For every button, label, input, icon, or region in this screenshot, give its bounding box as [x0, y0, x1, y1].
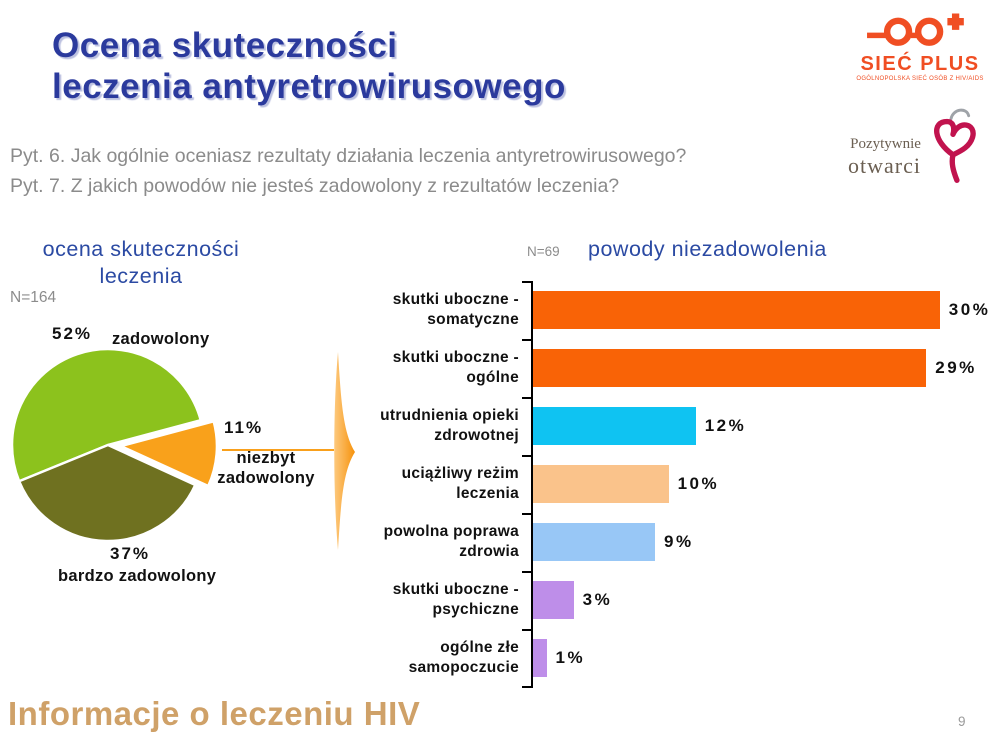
bar-value-label: 12%	[704, 416, 747, 435]
category-label: powolna poprawa zdrowia	[383, 522, 519, 560]
category-label: skutki uboczne - somatyczne	[392, 290, 519, 328]
pie-label-bardzo: bardzo zadowolony	[58, 567, 217, 585]
pie-slice	[119, 419, 219, 488]
heart-ribbon-icon	[934, 108, 976, 183]
bar-chart-title: powody niezadowolenia	[588, 237, 827, 261]
bar-samopoczucie	[533, 639, 547, 677]
bar-rezim	[533, 465, 669, 503]
category-label: skutki uboczne - ogólne	[392, 348, 519, 386]
siec-plus-name: SIEĆ PLUS	[860, 53, 980, 75]
bar-value-label: 9%	[664, 532, 694, 551]
bar-value-label: 1%	[555, 648, 586, 667]
bar-sample-size: N=69	[527, 244, 560, 259]
bar-row: skutki uboczne - somatyczne 30%	[338, 281, 993, 339]
axis-tick	[522, 339, 531, 341]
connector-arrow-icon	[334, 352, 355, 550]
pie-value-bardzo: 37%	[110, 544, 151, 563]
glasses-plus-icon	[867, 13, 964, 46]
pie-value-zadowolony: 52%	[52, 324, 93, 343]
pie-title-line1: ocena skuteczności	[42, 237, 240, 261]
footer-section-title: Informacje o leczeniu HIV	[8, 695, 421, 732]
axis-tick	[522, 513, 531, 515]
question-7: Pyt. 7. Z jakich powodów nie jesteś zado…	[10, 175, 620, 198]
bar-row: ogólne złe samopoczucie 1%	[338, 629, 993, 687]
pie-slice	[17, 443, 197, 543]
bar-ogolne	[533, 349, 927, 387]
axis-tick	[522, 571, 531, 573]
pie-slice	[10, 347, 202, 483]
bar-somatyczne	[533, 291, 940, 329]
pie-label-niezbyt-line2: zadowolony	[217, 468, 315, 487]
page-title-line1: Ocena skuteczności	[52, 26, 398, 65]
axis-tick	[522, 455, 531, 457]
pozytywnie-otwarci-text: Pozytywnie otwarci	[848, 136, 921, 179]
pozytywnie-otwarci-logo: Pozytywnie otwarci	[848, 104, 985, 192]
bar-utrudnienia	[533, 407, 696, 445]
bar-value-label: 29%	[935, 358, 977, 377]
siec-plus-caption: OGÓLNOPOLSKA SIEĆ OSÓB Z HIV/AIDS	[856, 76, 984, 82]
axis-tick	[522, 397, 531, 399]
satisfaction-pie-svg	[10, 347, 219, 543]
reasons-bar-chart: skutki uboczne - somatyczne 30% skutki ub…	[338, 281, 993, 688]
axis-tick	[522, 629, 531, 631]
bar-row: uciążliwy reżim leczenia 10%	[338, 455, 993, 513]
category-label: skutki uboczne - psychiczne	[392, 580, 519, 618]
y-axis-line	[531, 281, 533, 688]
page-title: Ocena skuteczności leczenia antyretrowir…	[52, 26, 566, 108]
pie-title-line2: leczenia	[99, 263, 183, 288]
pozytywnie-line2: otwarci	[848, 152, 921, 178]
pie-value-niezbyt: 11%	[224, 418, 264, 437]
bar-value-label: 30%	[948, 300, 991, 319]
category-label: uciążliwy reżim leczenia	[401, 464, 519, 502]
bar-row: powolna poprawa zdrowia 9%	[338, 513, 993, 571]
page-number: 9	[958, 714, 966, 729]
pie-label-zadowolony: zadowolony	[112, 330, 210, 348]
bar-row: utrudnienia opieki zdrowotnej 12%	[338, 397, 993, 455]
category-label: ogólne złe samopoczucie	[408, 638, 519, 676]
siec-plus-logo: SIEĆ PLUS OGÓLNOPOLSKA SIEĆ OSÓB Z HIV/A…	[856, 8, 984, 82]
bar-value-label: 3%	[582, 590, 613, 609]
pozytywnie-line1: Pozytywnie	[850, 135, 921, 152]
category-label: utrudnienia opieki zdrowotnej	[380, 406, 519, 444]
pie-label-niezbyt: niezbyt zadowolony	[210, 449, 322, 489]
question-6: Pyt. 6. Jak ogólnie oceniasz rezultaty d…	[10, 145, 687, 167]
pie-label-niezbyt-line1: niezbyt	[236, 449, 296, 467]
survey-questions: Pyt. 6. Jak ogólnie oceniasz rezultaty d…	[10, 141, 686, 201]
axis-tick	[522, 686, 531, 688]
axis-tick	[522, 281, 531, 283]
bar-poprawa	[533, 523, 656, 561]
bar-row: skutki uboczne - psychiczne 3%	[338, 571, 993, 629]
bar-row: skutki uboczne - ogólne 29%	[338, 339, 993, 397]
pie-sample-size: N=164	[10, 289, 57, 306]
connector-line	[222, 449, 334, 451]
bar-psychiczne	[533, 581, 574, 619]
page-title-line2: leczenia antyretrowirusowego	[52, 66, 566, 106]
pie-chart-title: ocena skuteczności leczenia	[16, 236, 266, 290]
bar-value-label: 10%	[677, 474, 720, 493]
